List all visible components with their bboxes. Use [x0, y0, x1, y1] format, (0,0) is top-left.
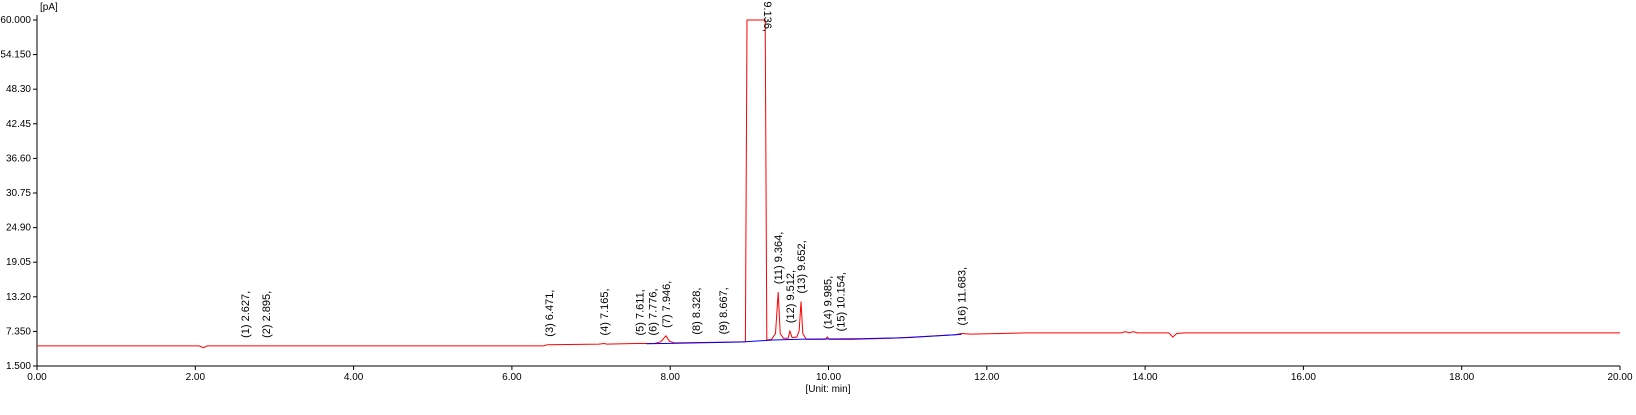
y-tick-label: 36.60 [6, 153, 31, 164]
y-tick-label: 42.45 [6, 119, 31, 130]
series-line-0 [37, 19, 1620, 349]
peak-label: (9) 8.667, [718, 287, 730, 334]
x-tick-label: 12.00 [974, 372, 999, 383]
x-tick-label: 20.00 [1607, 372, 1632, 383]
y-tick-label: 24.90 [6, 223, 31, 234]
x-tick-label: 16.00 [1291, 372, 1316, 383]
peak-label: (13) 9.652, [796, 240, 808, 293]
x-tick-label: 8.00 [660, 372, 680, 383]
y-tick-label: 60.000 [0, 15, 31, 26]
y-tick-label: 19.05 [6, 257, 31, 268]
x-tick-label: 10.00 [816, 372, 841, 383]
x-tick-label: 0.00 [27, 372, 47, 383]
peak-label: (8) 8.328, [691, 288, 703, 335]
peak-label: (16) 11.683, [957, 267, 969, 326]
x-tick-label: 4.00 [344, 372, 364, 383]
series-line-1 [646, 333, 962, 345]
y-tick-label: 13.20 [6, 292, 31, 303]
peak-labels: (1) 2.627, (2) 2.895, (3) 6.471, (4) 7.165,… [240, 0, 969, 338]
x-tick-label: 6.00 [502, 372, 522, 383]
peak-label: (1) 2.627, [240, 291, 252, 338]
y-tick-label: 30.75 [6, 188, 31, 199]
x-tick-label: 2.00 [186, 372, 206, 383]
x-tick-label: 18.00 [1449, 372, 1474, 383]
peak-label: (11) 9.364, [773, 232, 785, 284]
y-axis-title: [pA] [40, 2, 58, 13]
x-axis-title: [Unit: min] [805, 384, 850, 395]
peak-label: (12) 9.512, [785, 270, 797, 323]
peak-label: (14) 9.985, [822, 276, 834, 329]
peak-label: (7) 7.946, [661, 281, 673, 328]
y-tick-label: 48.30 [6, 84, 31, 95]
peak-label: (3) 6.471, [544, 290, 556, 337]
peak-label: (6) 7.776, [647, 288, 659, 335]
series-group [37, 19, 1620, 349]
y-ticks: 1.500 7.350 13.20 19.05 24.90 30.75 36.60 42.45… [0, 15, 37, 372]
peak-label: (2) 2.895, [261, 291, 273, 338]
x-ticks: 0.00 2.00 4.00 6.00 8.00 10.00 12.00 14.00 16.00… [27, 366, 1633, 383]
peak-label: (10) 9.136, [761, 0, 773, 32]
peak-label: (15) 10.154, [836, 272, 848, 331]
y-tick-label: 7.350 [6, 326, 31, 337]
peak-label: (5) 7.611, [634, 289, 646, 335]
peak-label: (4) 7.165, [599, 288, 611, 335]
x-tick-label: 14.00 [1133, 372, 1158, 383]
y-tick-label: 54.150 [0, 50, 31, 61]
y-tick-label: 1.500 [6, 361, 31, 372]
